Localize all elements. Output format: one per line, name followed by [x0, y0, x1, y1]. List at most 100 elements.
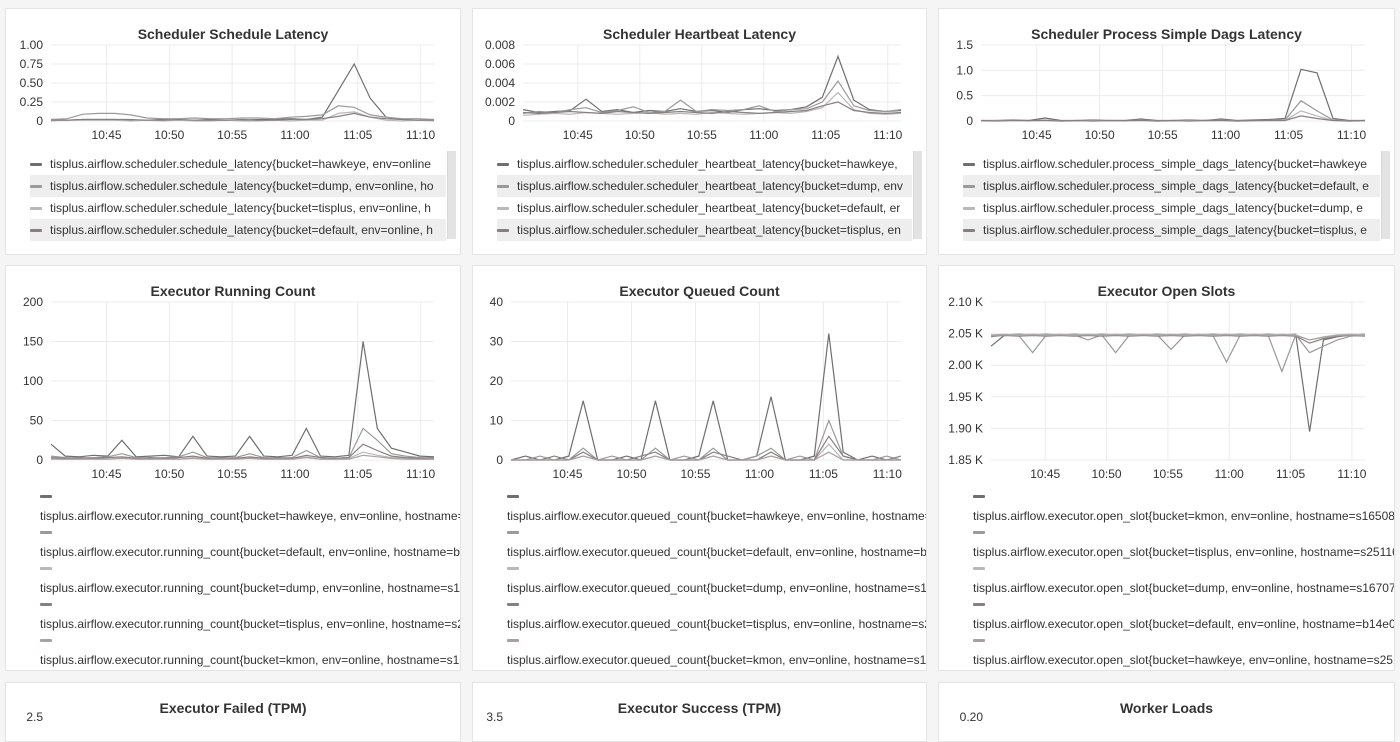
y-tick-label: 20 [490, 374, 504, 388]
legend-label: tisplus.airflow.scheduler.scheduler_hear… [517, 179, 903, 193]
legend-scrollbar[interactable] [447, 151, 456, 239]
chart-queued-count: 40 30 20 10 0 10:45 10:50 10:55 11:00 11:05 11:10 [490, 295, 903, 481]
x-tick-label: 11:10 [1337, 128, 1366, 142]
x-tick-label: 11:00 [280, 128, 309, 142]
panel-title[interactable]: Executor Failed (TPM) [159, 700, 307, 716]
panel-title[interactable]: Scheduler Schedule Latency [137, 26, 329, 42]
panel-failed-tpm[interactable]: Executor Failed (TPM) 2.5 [5, 682, 461, 742]
panel-queued-count[interactable]: Executor Queued Count 40 30 20 10 0 10:45 10:50… [472, 265, 927, 671]
x-tick-label: 10:50 [154, 128, 184, 142]
x-tick-label: 10:50 [154, 467, 184, 481]
chart-worker-loads: 0.20 [960, 710, 984, 724]
series-line-4 [51, 454, 434, 460]
legend-item[interactable]: tisplus.airflow.scheduler.process_simple… [963, 153, 1380, 175]
panel-worker-loads[interactable]: Worker Loads 0.20 [938, 682, 1395, 742]
legend-label[interactable]: tisplus.airflow.executor.open_slot{bucke… [973, 509, 1395, 523]
legend-item[interactable]: tisplus.airflow.scheduler.process_simple… [963, 219, 1380, 241]
legend-label[interactable]: tisplus.airflow.executor.queued_count{bu… [507, 617, 927, 631]
legend-item[interactable]: tisplus.airflow.scheduler.scheduler_hear… [497, 153, 912, 175]
panel-title[interactable]: Executor Running Count [150, 283, 316, 299]
chart-heartbeat-latency: 0.008 0.006 0.004 0.002 0 10:45 10:50 10:55 11:0… [485, 38, 903, 142]
legend-swatch [973, 495, 985, 498]
y-tick-label: 1.0 [956, 63, 973, 77]
panel-title[interactable]: Executor Open Slots [1097, 283, 1236, 299]
y-tick-label: 0.25 [20, 95, 44, 109]
panel-simple-dags-latency[interactable]: Scheduler Process Simple Dags Latency 1.5… [938, 8, 1395, 255]
legend-swatch [40, 495, 52, 498]
panel-running-count[interactable]: Executor Running Count 200 150 100 50 0 10:45 1… [5, 265, 461, 671]
legend[interactable]: tisplus.airflow.executor.queued_count{bu… [507, 488, 927, 668]
legend-swatch [507, 495, 519, 498]
legend-swatch [507, 639, 519, 642]
panel-title[interactable]: Scheduler Process Simple Dags Latency [1031, 26, 1302, 42]
legend-scrollbar[interactable] [1381, 151, 1390, 239]
series-line-4 [511, 451, 901, 461]
y-tick-label: 0.008 [485, 38, 515, 52]
y-tick-label: 100 [23, 374, 43, 388]
legend-label[interactable]: tisplus.airflow.executor.queued_count{bu… [507, 653, 927, 667]
legend-item[interactable]: tisplus.airflow.scheduler.scheduler_hear… [497, 175, 912, 197]
legend-swatch [507, 567, 519, 570]
panel-title[interactable]: Executor Queued Count [619, 283, 780, 299]
legend-item[interactable]: tisplus.airflow.scheduler.scheduler_hear… [497, 197, 912, 219]
legend-label[interactable]: tisplus.airflow.executor.queued_count{bu… [507, 545, 927, 559]
legend-item[interactable]: tisplus.airflow.scheduler.schedule_laten… [30, 219, 446, 241]
series-line-0 [990, 333, 1366, 432]
panel-heartbeat-latency[interactable]: Scheduler Heartbeat Latency 0.008 0.006 0.0… [472, 8, 927, 255]
legend-item[interactable]: tisplus.airflow.scheduler.scheduler_hear… [497, 219, 912, 241]
series-line-3 [51, 112, 434, 121]
y-tick-label: 0.20 [960, 710, 984, 724]
legend-label[interactable]: tisplus.airflow.executor.running_count{b… [40, 617, 461, 631]
x-tick-label: 11:05 [1274, 128, 1303, 142]
panel-title[interactable]: Worker Loads [1119, 700, 1214, 716]
legend-item[interactable]: tisplus.airflow.scheduler.process_simple… [963, 175, 1380, 197]
panel-open-slots[interactable]: Executor Open Slots 2.10 K 2.05 K 2.00 K 1.9… [938, 265, 1395, 671]
legend-swatch [963, 207, 975, 211]
legend-swatch [30, 229, 42, 233]
legend-label[interactable]: tisplus.airflow.executor.open_slot{bucke… [973, 581, 1395, 595]
x-tick-label: 10:45 [553, 467, 583, 481]
x-tick-label: 11:00 [280, 467, 309, 481]
legend-label[interactable]: tisplus.airflow.executor.running_count{b… [40, 653, 461, 667]
y-tick-label: 0.004 [485, 76, 515, 90]
panel-title[interactable]: Executor Success (TPM) [617, 700, 782, 716]
legend-label[interactable]: tisplus.airflow.executor.open_slot{bucke… [973, 545, 1395, 559]
y-tick-label: 0.006 [485, 57, 515, 71]
legend-label[interactable]: tisplus.airflow.executor.running_count{b… [40, 581, 461, 595]
y-tick-label: 2.05 K [948, 327, 983, 341]
y-tick-label: 30 [490, 335, 504, 349]
y-tick-label: 50 [30, 414, 44, 428]
legend-item[interactable]: tisplus.airflow.scheduler.process_simple… [963, 197, 1380, 219]
legend-item[interactable]: tisplus.airflow.scheduler.schedule_laten… [30, 197, 446, 219]
panel-title[interactable]: Scheduler Heartbeat Latency [603, 26, 796, 42]
legend-label: tisplus.airflow.scheduler.scheduler_hear… [517, 201, 901, 215]
panel-success-tpm[interactable]: Executor Success (TPM) 3.5 [472, 682, 927, 742]
legend[interactable]: tisplus.airflow.scheduler.scheduler_hear… [497, 151, 922, 245]
legend-label[interactable]: tisplus.airflow.executor.running_count{b… [40, 545, 461, 559]
series-line-1 [511, 418, 902, 461]
y-tick-label: 1.5 [956, 38, 973, 52]
x-tick-label: 10:45 [92, 467, 122, 481]
series-line-1 [980, 99, 1366, 122]
legend-item[interactable]: tisplus.airflow.scheduler.schedule_laten… [30, 175, 446, 197]
y-tick-label: 200 [23, 295, 43, 309]
chart-open-slots: 2.10 K 2.05 K 2.00 K 1.95 K 1.90 K 1.85 K 10:4… [948, 295, 1367, 481]
x-tick-label: 11:10 [406, 128, 435, 142]
legend[interactable]: tisplus.airflow.executor.running_count{b… [40, 488, 461, 668]
legend-swatch [40, 567, 52, 570]
panel-sched-latency[interactable]: Scheduler Schedule Latency 1.00 0.75 0.50 0.… [5, 8, 461, 255]
legend-label[interactable]: tisplus.airflow.executor.running_count{b… [40, 509, 461, 523]
legend[interactable]: tisplus.airflow.executor.open_slot{bucke… [973, 488, 1395, 668]
y-tick-label: 0 [36, 453, 43, 467]
legend-swatch [30, 185, 42, 189]
legend-scrollbar[interactable] [913, 151, 922, 239]
legend-label[interactable]: tisplus.airflow.executor.open_slot{bucke… [973, 617, 1395, 631]
legend-label[interactable]: tisplus.airflow.executor.open_slot{bucke… [973, 653, 1395, 667]
legend[interactable]: tisplus.airflow.scheduler.process_simple… [963, 151, 1390, 245]
legend-item[interactable]: tisplus.airflow.scheduler.schedule_laten… [30, 153, 446, 175]
legend-label[interactable]: tisplus.airflow.executor.queued_count{bu… [507, 509, 927, 523]
legend[interactable]: tisplus.airflow.scheduler.schedule_laten… [30, 151, 456, 245]
x-tick-label: 10:45 [92, 128, 122, 142]
legend-label[interactable]: tisplus.airflow.executor.queued_count{bu… [507, 581, 927, 595]
series-line-4 [990, 334, 1366, 341]
